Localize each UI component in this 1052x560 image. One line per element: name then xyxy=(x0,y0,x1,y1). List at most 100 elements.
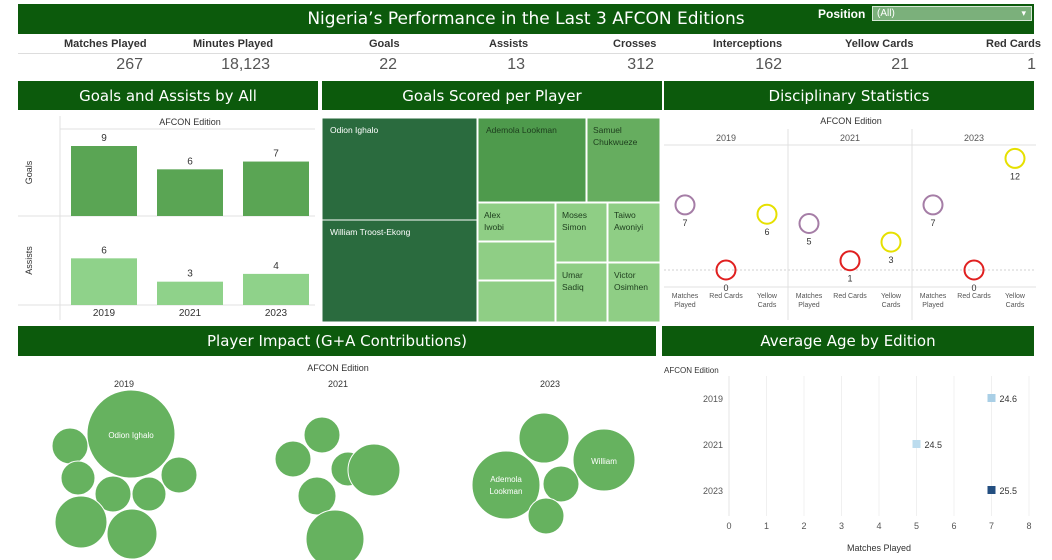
player-bubble xyxy=(60,460,96,496)
chart-header: AFCON Edition xyxy=(820,116,882,126)
player-bubble xyxy=(305,509,365,560)
x-tick-label: 4 xyxy=(876,521,881,531)
player-bubble xyxy=(297,476,337,516)
chart-header: AFCON Edition xyxy=(159,117,221,127)
measure-label: Yellow Cards xyxy=(881,293,902,309)
x-axis-label: Matches Played xyxy=(847,543,911,553)
treemap-label: Samuel Chukwueze xyxy=(593,125,638,147)
bar xyxy=(71,146,137,216)
y-tick-label: 2019 xyxy=(703,394,723,404)
data-label: 7 xyxy=(930,218,935,228)
disciplinary-chart: AFCON Edition 2019 7 0 6 Matches Played Red Car… xyxy=(664,116,1036,320)
data-label: 5 xyxy=(806,237,811,247)
dashboard-title: Nigeria’s Performance in the Last 3 AFCO… xyxy=(18,4,1034,34)
bubble-label: William xyxy=(591,457,617,466)
edition-label: 2021 xyxy=(328,379,348,389)
treemap-cell xyxy=(477,241,556,281)
measure-label: Matches Played xyxy=(796,293,823,309)
player-bubble xyxy=(131,476,167,512)
player-bubble xyxy=(86,389,176,479)
measure-label: Red Cards xyxy=(833,293,867,300)
kpi-value: 267 xyxy=(116,56,143,73)
impact-bubble-chart: AFCON Edition 2019 2021 2023 Odion Ighalo Ade… xyxy=(51,363,636,560)
treemap-cell xyxy=(555,262,608,322)
data-point xyxy=(963,259,985,281)
impact-header: Player Impact (G+A Contributions) xyxy=(18,326,656,356)
y-tick-label: 2023 xyxy=(703,486,723,496)
kpi-value: 18,123 xyxy=(221,56,270,73)
player-bubble xyxy=(160,456,198,494)
bar xyxy=(157,169,223,216)
kpi-divider xyxy=(18,53,1034,54)
kpi-value: 162 xyxy=(755,56,782,73)
player-bubble xyxy=(572,428,636,492)
kpi-value: 312 xyxy=(627,56,654,73)
edition-label: 2019 xyxy=(114,379,134,389)
measure-label: Red Cards xyxy=(709,293,743,300)
x-tick-label: 0 xyxy=(726,521,731,531)
edition-label: 2019 xyxy=(716,133,736,143)
goals-per-player-title: Goals Scored per Player xyxy=(402,86,582,105)
treemap-label: Odion Ighalo xyxy=(330,125,378,135)
data-point xyxy=(922,194,944,216)
avg-age-chart: AFCON Edition 0 1 2 3 4 5 6 7 8 Matches Played 2019… xyxy=(664,366,1032,553)
kpi-label: Goals xyxy=(369,38,400,50)
player-bubble xyxy=(527,497,565,535)
kpi-label: Matches Played xyxy=(64,38,147,50)
kpi-label: Assists xyxy=(489,38,529,50)
data-label: 24.5 xyxy=(925,440,943,450)
y-tick-label: 2021 xyxy=(703,440,723,450)
disciplinary-header: Disciplinary Statistics xyxy=(664,81,1034,110)
player-bubble xyxy=(106,508,158,560)
data-point xyxy=(798,213,820,234)
treemap-cell xyxy=(477,202,556,242)
data-label: 6 xyxy=(764,227,769,237)
position-filter-select[interactable]: (All) ▾ xyxy=(872,6,1032,21)
data-label: 25.5 xyxy=(1000,486,1018,496)
measure-label: Yellow Cards xyxy=(757,293,778,309)
chart-header: AFCON Edition xyxy=(307,363,369,373)
data-label: 7 xyxy=(682,218,687,228)
treemap-label: Taiwo Awoniyi xyxy=(614,210,643,232)
x-tick-label: 2019 xyxy=(93,308,116,319)
data-label: 0 xyxy=(971,283,976,293)
player-bubble xyxy=(518,412,570,464)
treemap-label: Ademola Lookman xyxy=(486,125,557,135)
measure-label: Yellow Cards xyxy=(1005,293,1026,309)
treemap-cell xyxy=(607,262,661,322)
bar xyxy=(157,281,223,305)
x-tick-label: 5 xyxy=(914,521,919,531)
x-tick-label: 2021 xyxy=(179,308,202,319)
data-point xyxy=(880,231,902,253)
x-tick-label: 7 xyxy=(989,521,994,531)
treemap-label: Victor Osimhen xyxy=(614,270,648,292)
chevron-down-icon: ▾ xyxy=(1021,8,1026,18)
data-label: 24.6 xyxy=(1000,394,1018,404)
measure-label: Red Cards xyxy=(957,293,991,300)
edition-label: 2021 xyxy=(840,133,860,143)
data-point xyxy=(1004,147,1026,169)
data-point xyxy=(674,194,696,216)
treemap-cell xyxy=(477,117,587,203)
position-filter-value: (All) xyxy=(877,8,895,19)
bubble-label: Ademola Lookman xyxy=(490,475,523,496)
treemap-label: Umar Sadiq xyxy=(562,270,584,292)
data-label: 6 xyxy=(187,156,193,167)
x-tick-label: 1 xyxy=(764,521,769,531)
player-bubble xyxy=(274,440,312,478)
player-bubble xyxy=(347,443,401,497)
bubble-label: Odion Ighalo xyxy=(108,431,154,440)
data-label: 1 xyxy=(847,274,852,284)
kpi-label: Crosses xyxy=(613,38,657,50)
data-label: 7 xyxy=(273,149,279,160)
treemap-cell xyxy=(477,280,556,322)
data-label: 3 xyxy=(888,255,893,265)
data-point xyxy=(756,203,778,225)
edition-label: 2023 xyxy=(964,133,984,143)
player-bubble xyxy=(471,450,541,520)
x-tick-label: 8 xyxy=(1026,521,1031,531)
data-point xyxy=(987,394,996,402)
treemap-label: Moses Simon xyxy=(562,210,587,232)
x-tick-label: 2023 xyxy=(265,308,288,319)
goals-per-player-header: Goals Scored per Player xyxy=(322,81,662,110)
